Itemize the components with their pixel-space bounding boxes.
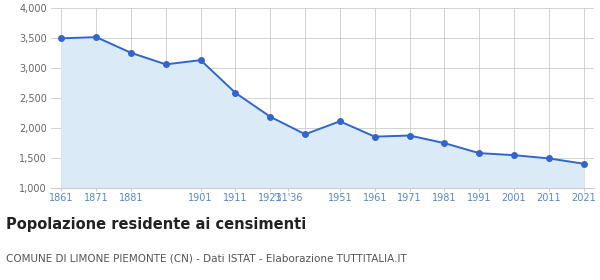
Text: Popolazione residente ai censimenti: Popolazione residente ai censimenti	[6, 217, 306, 232]
Point	[370, 134, 380, 139]
Point	[230, 91, 240, 95]
Point	[56, 36, 66, 41]
Point	[91, 35, 101, 39]
Point	[265, 115, 275, 119]
Point	[126, 51, 136, 55]
Point	[300, 132, 310, 136]
Point	[161, 62, 170, 67]
Point	[544, 156, 554, 161]
Point	[440, 141, 449, 145]
Point	[579, 162, 589, 166]
Point	[335, 119, 345, 123]
Text: COMUNE DI LIMONE PIEMONTE (CN) - Dati ISTAT - Elaborazione TUTTITALIA.IT: COMUNE DI LIMONE PIEMONTE (CN) - Dati IS…	[6, 253, 407, 263]
Point	[405, 133, 415, 138]
Point	[196, 58, 205, 62]
Point	[475, 151, 484, 155]
Point	[509, 153, 519, 157]
